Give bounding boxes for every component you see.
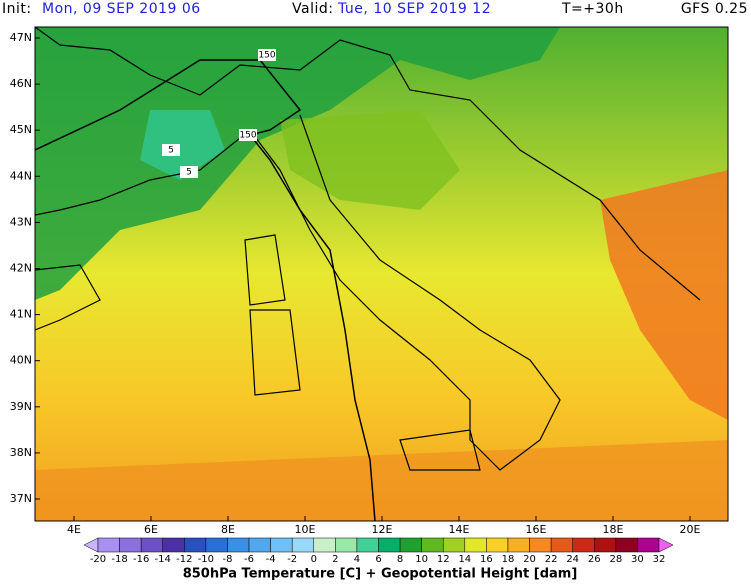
lon-label: 4E	[67, 523, 81, 536]
colorbar-box	[399, 537, 422, 553]
warm-south	[35, 440, 728, 521]
colorbar-box	[205, 537, 228, 553]
lat-label: 44N	[10, 169, 32, 182]
init-time: Mon, 09 SEP 2019 06	[42, 1, 201, 17]
colorbar-box	[637, 537, 660, 553]
init-label: Init:	[2, 1, 32, 17]
colorbar-label: 32	[653, 554, 666, 565]
colorbar-box	[356, 537, 379, 553]
forecast-step: T=+30h	[561, 1, 624, 17]
colorbar-box	[594, 537, 617, 553]
colorbar-box	[140, 537, 163, 553]
colorbar-label: 28	[609, 554, 622, 565]
lat-label: 38N	[10, 446, 32, 459]
colorbar-box	[270, 537, 293, 553]
colorbar-high	[658, 537, 674, 553]
cool-region	[35, 27, 560, 300]
lat-label: 40N	[10, 354, 32, 367]
contour-label-bg	[162, 144, 180, 156]
lat-label: 42N	[10, 262, 32, 275]
lat-label: 37N	[10, 492, 32, 505]
colorbar-box	[529, 537, 552, 553]
colorbar-low	[83, 537, 99, 553]
colorbar-box	[615, 537, 638, 553]
valid-time: Tue, 10 SEP 2019 12	[337, 1, 491, 17]
contour-label-bg	[258, 49, 276, 61]
colorbar-label: 10	[415, 554, 428, 565]
colorbar-box	[97, 537, 120, 553]
colorbar-box	[507, 537, 530, 553]
contour-label: 5	[168, 146, 174, 156]
colorbar-box	[550, 537, 573, 553]
colorbar-label: -18	[111, 554, 127, 565]
colorbar-box	[184, 537, 207, 553]
colorbar-box	[313, 537, 336, 553]
colorbar-label: 0	[311, 554, 317, 565]
colorbar-label: -4	[266, 554, 276, 565]
lon-label: 12E	[372, 523, 393, 536]
colorbar-label: -10	[198, 554, 214, 565]
lat-label: 47N	[10, 31, 32, 44]
colorbar-label: 26	[588, 554, 601, 565]
model-name: GFS 0.25	[681, 1, 748, 17]
colorbar-label: 20	[523, 554, 536, 565]
contour-label-bg	[180, 166, 198, 178]
lon-label: 10E	[295, 523, 316, 536]
colorbar-label: 8	[397, 554, 403, 565]
colorbar-box	[227, 537, 250, 553]
colorbar-title: 850hPa Temperature [C] + Geopotential He…	[183, 567, 578, 581]
lat-label: 41N	[10, 308, 32, 321]
contour-label: 5	[186, 168, 192, 178]
lon-label: 18E	[603, 523, 624, 536]
coastline	[35, 27, 701, 471]
lat-label: 43N	[10, 215, 32, 228]
colorbar-box	[162, 537, 185, 553]
colorbar-box	[291, 537, 315, 553]
colorbar-label: -20	[90, 554, 106, 565]
colorbar-box	[248, 537, 271, 553]
colorbar-label: -8	[222, 554, 232, 565]
map-field	[35, 27, 728, 521]
lon-label: 6E	[144, 523, 158, 536]
colorbar-label: 22	[545, 554, 558, 565]
lon-label: 14E	[449, 523, 470, 536]
colorbar-label: 4	[354, 554, 360, 565]
colorbar-label: 16	[480, 554, 493, 565]
colorbar-box	[335, 537, 358, 553]
lon-label: 8E	[221, 523, 235, 536]
lat-label: 45N	[10, 123, 32, 136]
colorbar-box	[421, 537, 444, 553]
colorbar-label: -14	[155, 554, 171, 565]
colorbar-label: 24	[566, 554, 579, 565]
colorbar-label: -2	[287, 554, 297, 565]
colorbar-box	[378, 537, 401, 553]
lon-label: 20E	[680, 523, 701, 536]
colorbar-label: 14	[458, 554, 471, 565]
colorbar-label: -16	[133, 554, 149, 565]
contour-label: 150	[239, 131, 256, 141]
colorbar-label: 30	[631, 554, 644, 565]
colorbar-label: -12	[176, 554, 192, 565]
cold-core	[140, 110, 225, 180]
colorbar-label: 2	[332, 554, 338, 565]
lat-label: 46N	[10, 77, 32, 90]
colorbar-label: 6	[375, 554, 381, 565]
colorbar-box	[486, 537, 509, 553]
colorbar-box	[119, 537, 142, 553]
valid-label: Valid:	[292, 1, 333, 17]
colorbar-label: 18	[502, 554, 515, 565]
lon-label: 16E	[526, 523, 547, 536]
colorbar-label: 12	[437, 554, 450, 565]
colorbar-box	[442, 537, 466, 553]
warm-region	[600, 170, 728, 420]
contour-label-bg	[239, 129, 257, 141]
contour-label: 150	[258, 51, 275, 61]
colorbar-label: -6	[244, 554, 254, 565]
colorbar-box	[464, 537, 487, 553]
height-contour	[35, 59, 376, 521]
lat-label: 39N	[10, 400, 32, 413]
colorbar-box	[572, 537, 595, 553]
